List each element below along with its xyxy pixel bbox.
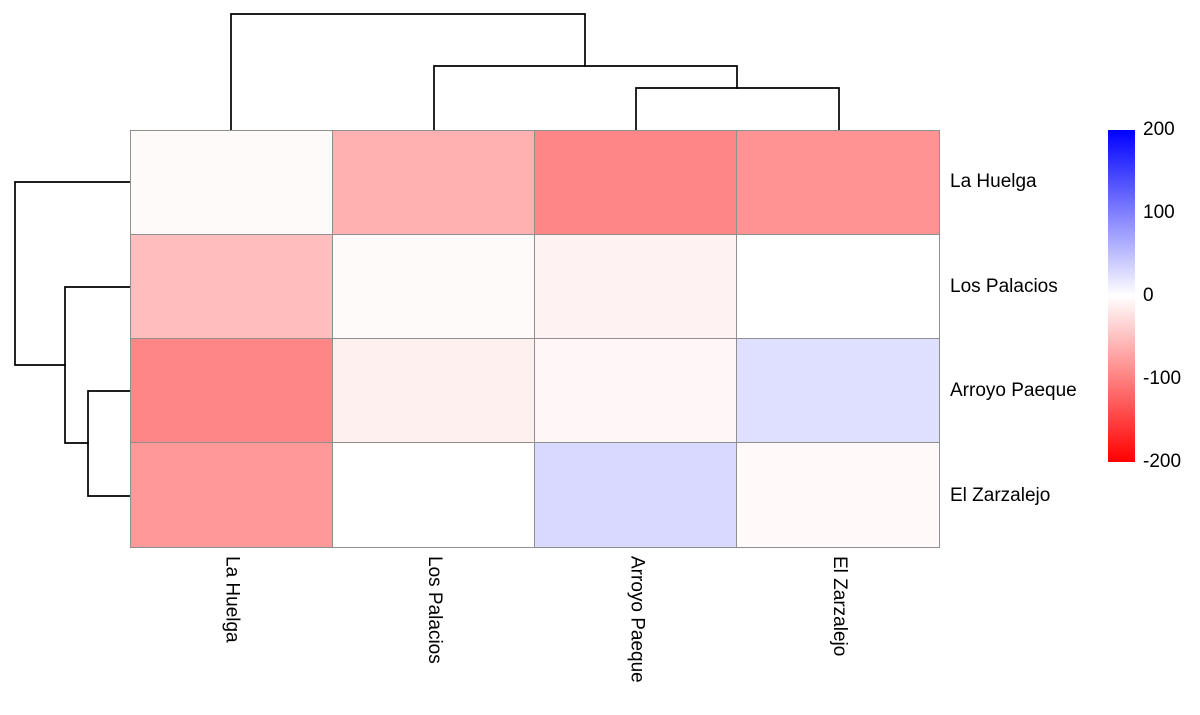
row-labels: La Huelga Los Palacios Arroyo Paeque El Zar… (950, 130, 1150, 548)
heatmap-cell (535, 235, 737, 339)
heatmap-cell (131, 443, 333, 547)
heatmap-cell (333, 443, 535, 547)
row-label: Arroyo Paeque (950, 380, 1077, 402)
colorbar-ticks: 200 100 0 -100 -200 (1143, 119, 1198, 472)
row-label: El Zarzalejo (950, 484, 1051, 506)
heatmap-cell (333, 131, 535, 235)
row-label: Los Palacios (950, 275, 1058, 297)
colorbar-tick-label: 100 (1143, 202, 1175, 223)
column-dendrogram (230, 13, 840, 131)
column-label: Los Palacios (423, 556, 445, 664)
colorbar-tick-label: 200 (1143, 119, 1175, 140)
row-dendrogram-link-outer (14, 181, 131, 366)
column-dendrogram-link-middle (433, 65, 738, 131)
heatmap-cell (737, 235, 939, 339)
heatmap-cell (131, 131, 333, 235)
heatmap-cell (131, 339, 333, 443)
heatmap-grid (130, 130, 940, 548)
row-dendrogram (14, 181, 131, 497)
heatmap-cell (737, 339, 939, 443)
heatmap-cell (333, 235, 535, 339)
colorbar (1108, 130, 1135, 462)
column-dendrogram-link-outer (230, 13, 586, 131)
heatmap-cell (737, 443, 939, 547)
heatmap-cell (535, 339, 737, 443)
row-dendrogram-link-middle (64, 286, 131, 444)
heatmap-cell (131, 235, 333, 339)
heatmap-cell (737, 131, 939, 235)
column-label: Arroyo Paeque (626, 556, 648, 683)
colorbar-tick-label: 0 (1143, 285, 1154, 306)
row-label: La Huelga (950, 171, 1037, 193)
colorbar-tick-label: -200 (1143, 451, 1182, 472)
column-label: El Zarzalejo (828, 556, 850, 657)
colorbar-tick-label: -100 (1143, 368, 1182, 389)
column-label: La Huelga (221, 556, 243, 643)
column-dendrogram-link-inner (635, 87, 840, 131)
row-dendrogram-link-inner (87, 390, 131, 497)
heatmap-cell (535, 131, 737, 235)
heatmap-cell (333, 339, 535, 443)
column-labels: La Huelga Los Palacios Arroyo Paeque El Zar… (130, 556, 940, 711)
heatmap-cell (535, 443, 737, 547)
